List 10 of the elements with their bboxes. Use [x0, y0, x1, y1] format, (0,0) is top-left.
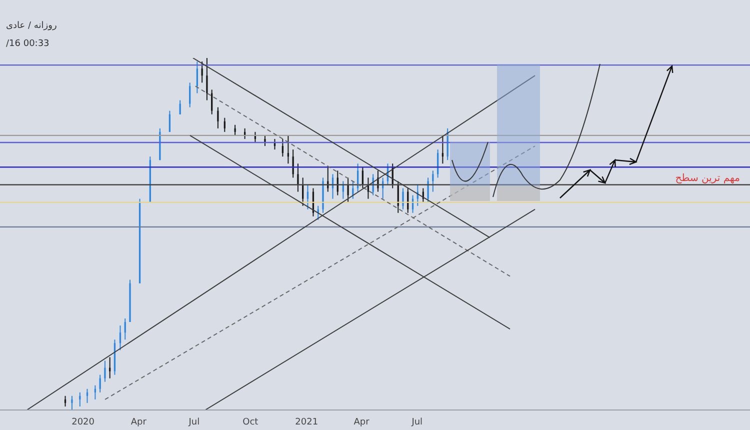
x-tick-label: 2020 — [72, 417, 95, 428]
x-tick-label: Apr — [354, 417, 370, 428]
annotation: مهم ترین سطح — [675, 173, 740, 184]
x-tick-label: Jul — [410, 417, 423, 428]
x-tick-label: Jul — [188, 417, 200, 428]
text: روزانه / عادی — [6, 21, 57, 31]
x-tick-label: Apr — [130, 417, 147, 428]
x-tick-label: 2021 — [295, 417, 318, 428]
text: /16 00:33 — [6, 39, 50, 49]
x-tick-label: Oct — [242, 417, 259, 428]
